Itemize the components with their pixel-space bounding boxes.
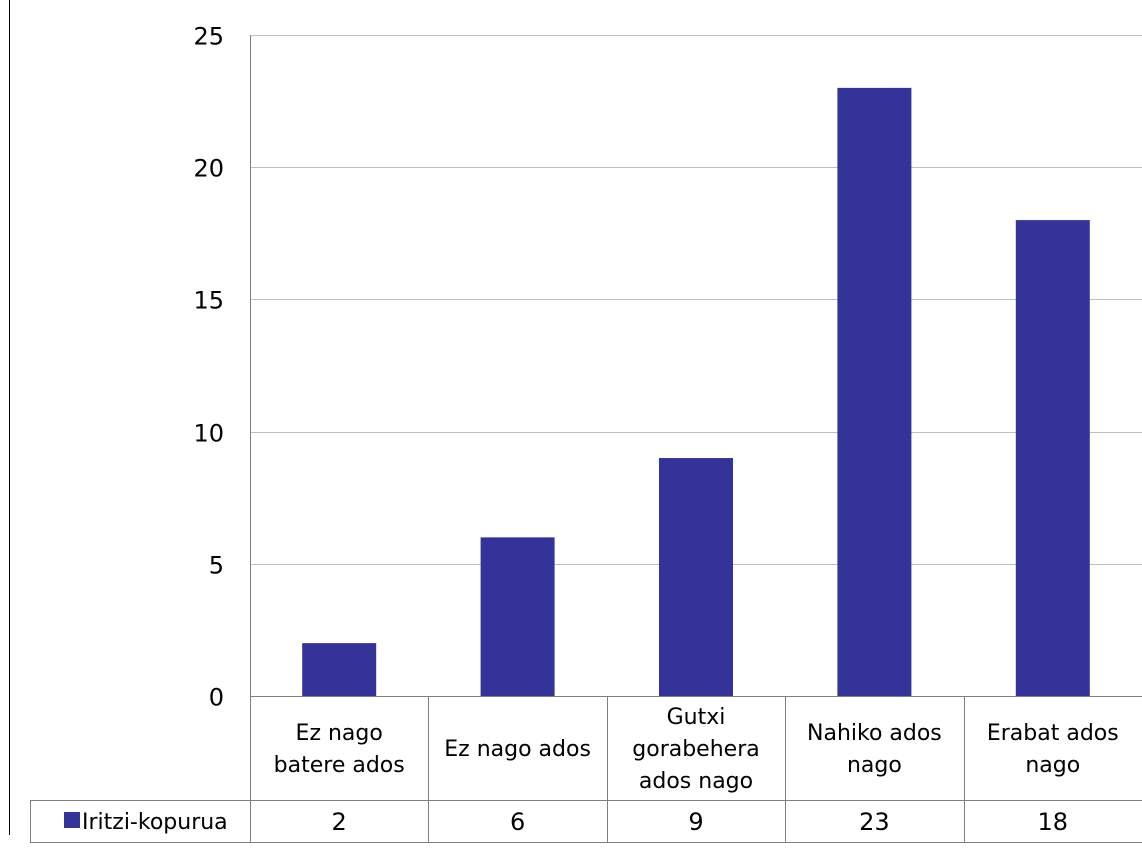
- category-label-line: Ez nago: [296, 721, 383, 746]
- category-label-line: batere ados: [274, 753, 405, 778]
- category-label: Nahiko ados nago: [807, 721, 942, 778]
- bar: [302, 643, 377, 696]
- category-label-line: Erabat ados: [987, 721, 1119, 746]
- bar: [837, 87, 912, 696]
- gridlines: [250, 35, 1142, 565]
- category-label-line: gorabehera: [632, 737, 759, 762]
- data-table-value: 18: [1038, 808, 1069, 836]
- category-label-line: ados nago: [639, 769, 753, 794]
- category-label-line: nago: [847, 753, 902, 778]
- bar: [480, 537, 555, 696]
- data-table-value: 2: [332, 808, 347, 836]
- bar: [1015, 220, 1090, 696]
- category-label-line: Gutxi: [667, 705, 726, 730]
- legend-swatch: [64, 812, 80, 828]
- category-label: Ez nago ados: [444, 737, 591, 762]
- category-label: Ez nago batere ados: [274, 721, 405, 778]
- category-label-line: Ez nago ados: [444, 737, 591, 762]
- bar: [659, 458, 733, 696]
- y-tick-label: 20: [193, 155, 224, 183]
- data-table-value: 9: [688, 808, 703, 836]
- bars: [302, 87, 1090, 696]
- y-tick-label: 0: [209, 684, 224, 712]
- category-label: Erabat ados nago: [987, 721, 1119, 778]
- category-label: Gutxi gorabehera ados nago: [632, 705, 759, 794]
- data-table: Ez nago batere ados Ez nago ados Gutxi gorab…: [30, 696, 1142, 843]
- y-tick-label: 5: [209, 552, 224, 580]
- legend-label: Iritzi-kopurua: [82, 810, 228, 835]
- y-tick-label: 25: [193, 23, 224, 51]
- category-label-line: nago: [1025, 753, 1080, 778]
- y-tick-label: 15: [193, 287, 224, 315]
- data-table-value: 23: [859, 808, 890, 836]
- category-label-line: Nahiko ados: [807, 721, 942, 746]
- y-tick-label: 10: [193, 420, 224, 448]
- y-axis: 0 5 10 15 20 25: [193, 23, 251, 842]
- data-table-value: 6: [510, 808, 525, 836]
